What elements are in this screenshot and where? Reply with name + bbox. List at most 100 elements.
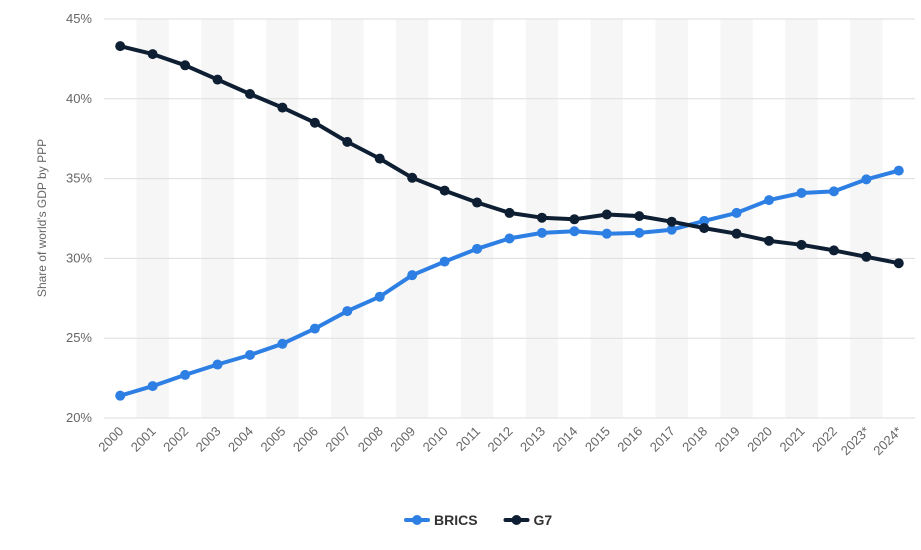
x-tick-label: 2008 <box>355 424 386 455</box>
data-point[interactable] <box>309 117 320 128</box>
x-tick-label: 2002 <box>160 424 191 455</box>
series-brics <box>115 165 904 401</box>
gridlines <box>104 18 915 419</box>
data-point[interactable] <box>504 233 515 244</box>
data-point[interactable] <box>277 338 288 349</box>
data-point[interactable] <box>536 212 547 223</box>
x-tick-label: 2022 <box>809 424 840 455</box>
x-tick-label: 2011 <box>453 424 483 454</box>
x-tick-label: 2009 <box>387 424 418 455</box>
data-point[interactable] <box>244 349 255 360</box>
x-tick-label: 2023* <box>838 424 873 459</box>
data-point[interactable] <box>504 207 515 218</box>
data-point[interactable] <box>764 235 775 246</box>
data-point[interactable] <box>536 227 547 238</box>
data-point[interactable] <box>634 227 645 238</box>
data-point[interactable] <box>699 215 710 226</box>
data-point[interactable] <box>180 60 191 71</box>
data-point[interactable] <box>374 291 385 302</box>
column-band <box>720 19 753 418</box>
x-tick-label: 2014 <box>549 424 580 455</box>
x-tick-label: 2024* <box>870 424 905 459</box>
data-point[interactable] <box>147 49 158 60</box>
data-point[interactable] <box>439 185 450 196</box>
y-axis-tick-labels: 20% 25% 30% 35% 40% 45% <box>66 11 92 425</box>
data-point[interactable] <box>342 136 353 147</box>
data-point[interactable] <box>699 223 710 234</box>
x-tick-label: 2010 <box>420 424 451 455</box>
x-tick-label: 2020 <box>744 424 775 455</box>
legend-item-g7[interactable]: G7 <box>503 512 553 528</box>
y-tick-label: 45% <box>66 11 92 26</box>
data-point[interactable] <box>796 187 807 198</box>
data-point[interactable] <box>407 270 418 281</box>
data-point[interactable] <box>212 359 223 370</box>
data-point[interactable] <box>601 228 612 239</box>
data-point[interactable] <box>309 323 320 334</box>
x-tick-label: 2019 <box>712 424 743 455</box>
legend-marker <box>412 515 422 525</box>
data-point[interactable] <box>569 226 580 237</box>
data-point[interactable] <box>569 214 580 225</box>
x-tick-label: 2006 <box>290 424 321 455</box>
x-tick-label: 2007 <box>322 424 353 455</box>
series-line <box>118 44 901 266</box>
x-tick-label: 2015 <box>582 424 613 455</box>
x-tick-label: 2004 <box>225 424 256 455</box>
data-point[interactable] <box>861 251 872 262</box>
data-point[interactable] <box>764 195 775 206</box>
legend-label: G7 <box>534 512 553 528</box>
legend-marker <box>511 515 522 525</box>
data-point[interactable] <box>601 209 612 220</box>
data-point[interactable] <box>731 228 742 239</box>
data-point[interactable] <box>731 207 742 218</box>
x-tick-label: 2017 <box>647 424 678 455</box>
legend-item-brics[interactable]: BRICS <box>404 512 478 528</box>
x-tick-label: 2016 <box>614 424 645 455</box>
data-point[interactable] <box>277 102 288 113</box>
series-layer <box>115 41 904 401</box>
x-tick-label: 2003 <box>193 424 224 455</box>
column-band <box>395 19 429 418</box>
data-point[interactable] <box>147 381 158 392</box>
data-point[interactable] <box>342 306 353 317</box>
series-line <box>118 168 901 398</box>
data-point[interactable] <box>407 172 418 183</box>
data-point[interactable] <box>439 256 450 267</box>
data-point[interactable] <box>828 245 839 256</box>
data-point[interactable] <box>796 239 807 250</box>
data-point[interactable] <box>115 390 126 401</box>
y-tick-label: 40% <box>66 91 92 106</box>
data-point[interactable] <box>861 174 872 185</box>
y-tick-label: 20% <box>66 410 92 425</box>
legend[interactable]: BRICS G7 <box>404 512 553 528</box>
y-tick-label: 25% <box>66 330 92 345</box>
data-point[interactable] <box>893 258 904 269</box>
data-point[interactable] <box>180 369 191 380</box>
data-point[interactable] <box>472 197 483 208</box>
data-point[interactable] <box>666 216 677 227</box>
y-tick-label: 30% <box>66 250 92 265</box>
data-point[interactable] <box>115 41 126 52</box>
data-point[interactable] <box>893 165 904 176</box>
column-band <box>266 19 299 418</box>
data-point[interactable] <box>244 89 255 100</box>
x-tick-label: 2012 <box>485 424 516 455</box>
data-point[interactable] <box>472 243 483 254</box>
data-point[interactable] <box>828 186 839 197</box>
x-tick-label: 2021 <box>777 424 808 455</box>
x-tick-label: 2013 <box>517 424 548 455</box>
data-point[interactable] <box>666 224 677 235</box>
x-axis-tick-labels: 2000 2001 2002 2003 2004 2005 2006 2007 2008 2009… <box>95 424 905 459</box>
data-point[interactable] <box>634 211 645 222</box>
y-tick-label: 35% <box>66 171 92 186</box>
column-band <box>850 19 883 418</box>
data-point[interactable] <box>374 153 385 164</box>
x-tick-label: 2001 <box>128 424 159 455</box>
x-tick-label: 2000 <box>95 424 126 455</box>
data-point[interactable] <box>212 74 223 85</box>
y-axis-title: Share of world's GDP by PPP <box>35 139 49 297</box>
x-tick-label: 2018 <box>679 424 710 455</box>
series-g7 <box>115 41 904 269</box>
